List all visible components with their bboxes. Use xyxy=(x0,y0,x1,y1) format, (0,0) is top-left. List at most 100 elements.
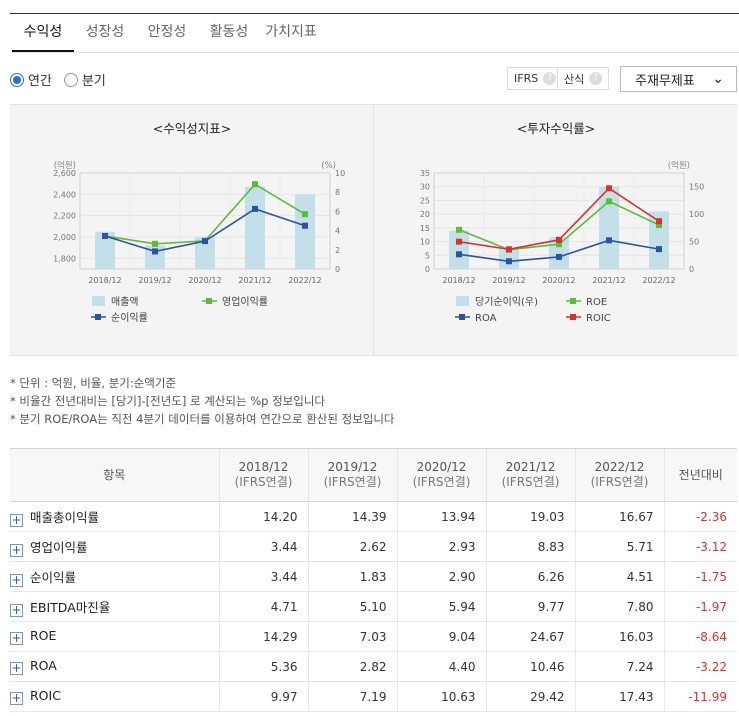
formula-button[interactable]: 산식 ? xyxy=(557,67,610,90)
legend-label: 순이익률 xyxy=(111,312,148,324)
row-label-cell: + ROA xyxy=(10,651,219,682)
left-tick-label: 5 xyxy=(425,251,430,260)
x-tick-label: 2019/12 xyxy=(492,276,525,285)
row-label: 영업이익률 xyxy=(30,539,88,555)
series-point xyxy=(252,205,258,212)
row-label-cell: + EBITDA마진율 xyxy=(10,591,219,622)
help-icon[interactable]: ? xyxy=(543,72,557,85)
x-tick-label: 2020/12 xyxy=(542,276,575,285)
series-point xyxy=(556,241,562,248)
ratio-table: 항목 2018/12 (IFRS연결) 2019/12 (IFRS연결) 2020/… xyxy=(10,448,737,712)
left-tick-label: 2,200 xyxy=(53,212,76,221)
row-label-cell: + 영업이익률 xyxy=(10,531,219,562)
value-cell: 4.51 xyxy=(574,561,664,592)
yoy-value: -3.12 xyxy=(695,539,727,554)
left-tick-label: 2,400 xyxy=(53,190,76,199)
expand-icon[interactable]: + xyxy=(10,631,23,645)
expand-icon[interactable]: + xyxy=(10,542,23,557)
tab-value-index[interactable]: 가치지표 xyxy=(265,24,317,40)
legend-label: ROE xyxy=(586,297,607,308)
x-tick-label: 2022/12 xyxy=(642,276,675,285)
right-tick-label: 4 xyxy=(335,227,340,236)
bar xyxy=(195,237,215,269)
header-year: 2021/12 (IFRS연결) xyxy=(485,448,575,502)
series-point xyxy=(506,258,512,265)
chart-title: <투자수익률> xyxy=(517,121,595,136)
investment-return-chart: <투자수익률>(억원)353025201510501501005002018/1… xyxy=(420,121,704,324)
series-point xyxy=(456,226,462,233)
radio-annual-label: 연간 xyxy=(28,74,52,89)
row-label: ROE xyxy=(30,628,57,643)
radio-checked-icon[interactable] xyxy=(10,72,24,87)
header-year: 2020/12 (IFRS연결) xyxy=(396,448,486,502)
radio-quarterly[interactable]: 분기 xyxy=(63,70,106,89)
right-tick-label: 50 xyxy=(689,238,699,247)
ifrs-button[interactable]: IFRS ? xyxy=(507,67,564,90)
legend-swatch xyxy=(570,298,576,304)
statement-select[interactable]: 주재무제표 ⌄ xyxy=(620,66,737,92)
bar xyxy=(449,230,469,269)
tab-growth[interactable]: 성장성 xyxy=(85,24,125,40)
x-tick-label: 2018/12 xyxy=(88,276,121,285)
value-cell: 7.03 xyxy=(307,621,397,652)
help-icon[interactable]: ? xyxy=(589,72,603,85)
x-tick-label: 2022/12 xyxy=(288,276,321,285)
bar xyxy=(649,211,669,269)
formula-label: 산식 xyxy=(564,72,585,86)
value-cell: 3.44 xyxy=(218,561,308,592)
value-cell: 9.04 xyxy=(396,621,486,652)
left-tick-label: 15 xyxy=(420,224,430,233)
x-tick-label: 2019/12 xyxy=(138,276,171,285)
value-cell: 2.62 xyxy=(307,531,397,562)
left-tick-label: 2,600 xyxy=(53,169,76,178)
value-cell: 5.36 xyxy=(218,651,308,682)
legend-swatch xyxy=(456,296,469,306)
expand-icon[interactable]: + xyxy=(10,691,23,705)
legend-label: ROA xyxy=(475,313,497,324)
radio-annual[interactable]: 연간 xyxy=(10,70,52,89)
series-line xyxy=(104,183,306,245)
series-point xyxy=(252,181,258,188)
value-cell: 14.39 xyxy=(307,501,397,532)
tab-profitability[interactable]: 수익성 xyxy=(12,14,74,52)
value-cell: 4.40 xyxy=(396,651,486,682)
legend-swatch xyxy=(459,314,465,320)
yoy-value: -1.97 xyxy=(695,599,727,614)
tab-bar: 수익성 성장성 안정성 활동성 가치지표 xyxy=(10,14,739,53)
top-divider xyxy=(10,13,739,14)
x-tick-label: 2021/12 xyxy=(592,276,625,285)
series-point xyxy=(606,198,612,205)
value-cell: 7.24 xyxy=(574,651,664,682)
value-cell: 24.67 xyxy=(485,621,575,652)
yoy-cell: -3.12 xyxy=(663,531,737,562)
legend-label: 매출액 xyxy=(111,296,139,308)
value-cell: 14.29 xyxy=(218,621,308,652)
value-cell: 2.82 xyxy=(307,651,397,682)
expand-icon[interactable]: + xyxy=(10,602,23,617)
yoy-cell: -11.99 xyxy=(663,681,737,712)
series-point xyxy=(656,218,662,225)
yoy-cell: -1.75 xyxy=(663,561,737,592)
expand-icon[interactable]: + xyxy=(10,572,23,587)
right-tick-label: 10 xyxy=(335,169,345,178)
value-cell: 3.44 xyxy=(218,531,308,562)
table-row: + ROIC 9.97 7.19 10.63 29.42 17.43 -11.99 xyxy=(10,681,737,712)
expand-icon[interactable]: + xyxy=(10,512,23,527)
expand-icon[interactable]: + xyxy=(10,661,23,675)
legend-swatch xyxy=(95,314,101,320)
tab-activity[interactable]: 활동성 xyxy=(209,24,249,40)
tab-stability[interactable]: 안정성 xyxy=(147,24,187,40)
chart-divider xyxy=(373,105,374,355)
row-label: ROIC xyxy=(30,688,61,703)
left-tick-label: 35 xyxy=(420,169,430,178)
table-row: + 순이익률 3.44 1.83 2.90 6.26 4.51 -1.75 xyxy=(10,561,737,592)
value-cell: 17.43 xyxy=(574,681,664,712)
radio-unchecked-icon[interactable] xyxy=(63,72,78,87)
yoy-cell: -1.97 xyxy=(663,591,737,622)
value-cell: 4.71 xyxy=(218,591,308,622)
left-tick-label: 10 xyxy=(420,238,430,247)
value-cell: 16.67 xyxy=(574,501,664,532)
yoy-value: -3.22 xyxy=(695,659,727,674)
value-cell: 5.10 xyxy=(307,591,397,622)
value-cell: 14.20 xyxy=(218,501,308,532)
